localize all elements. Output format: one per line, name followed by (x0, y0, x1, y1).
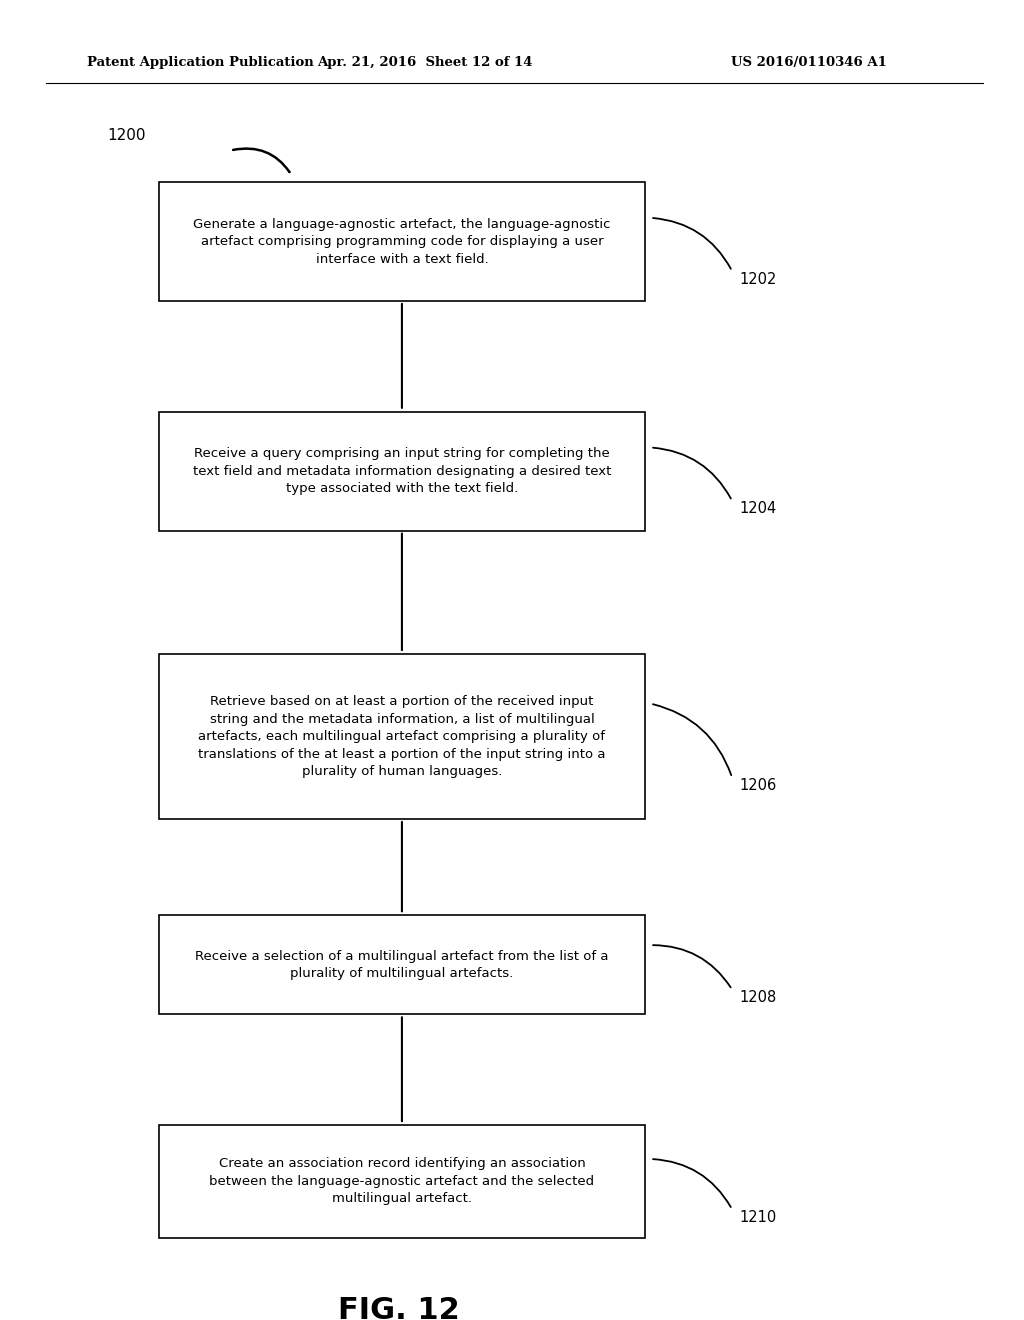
Text: Generate a language-agnostic artefact, the language-agnostic
artefact comprising: Generate a language-agnostic artefact, t… (194, 218, 610, 265)
FancyArrowPatch shape (653, 447, 731, 499)
FancyArrowPatch shape (653, 1159, 731, 1206)
Text: FIG. 12: FIG. 12 (339, 1296, 460, 1320)
FancyArrowPatch shape (653, 704, 731, 775)
Text: Receive a query comprising an input string for completing the
text field and met: Receive a query comprising an input stri… (193, 447, 611, 495)
Text: 1210: 1210 (739, 1210, 776, 1225)
Text: Create an association record identifying an association
between the language-agn: Create an association record identifying… (209, 1158, 595, 1205)
Text: Apr. 21, 2016  Sheet 12 of 14: Apr. 21, 2016 Sheet 12 of 14 (317, 55, 532, 69)
Text: 1202: 1202 (739, 272, 776, 286)
FancyBboxPatch shape (159, 182, 645, 301)
Text: 1200: 1200 (108, 128, 146, 144)
Text: Patent Application Publication: Patent Application Publication (87, 55, 313, 69)
FancyBboxPatch shape (159, 412, 645, 531)
FancyArrowPatch shape (653, 945, 731, 987)
Text: 1208: 1208 (739, 990, 776, 1005)
FancyBboxPatch shape (159, 655, 645, 818)
FancyArrowPatch shape (653, 218, 731, 269)
Text: Retrieve based on at least a portion of the received input
string and the metada: Retrieve based on at least a portion of … (199, 696, 605, 777)
Text: Receive a selection of a multilingual artefact from the list of a
plurality of m: Receive a selection of a multilingual ar… (196, 949, 608, 981)
Text: 1206: 1206 (739, 779, 776, 793)
Text: US 2016/0110346 A1: US 2016/0110346 A1 (731, 55, 887, 69)
Text: 1204: 1204 (739, 502, 776, 516)
FancyArrowPatch shape (233, 149, 290, 172)
FancyBboxPatch shape (159, 916, 645, 1014)
FancyBboxPatch shape (159, 1125, 645, 1238)
